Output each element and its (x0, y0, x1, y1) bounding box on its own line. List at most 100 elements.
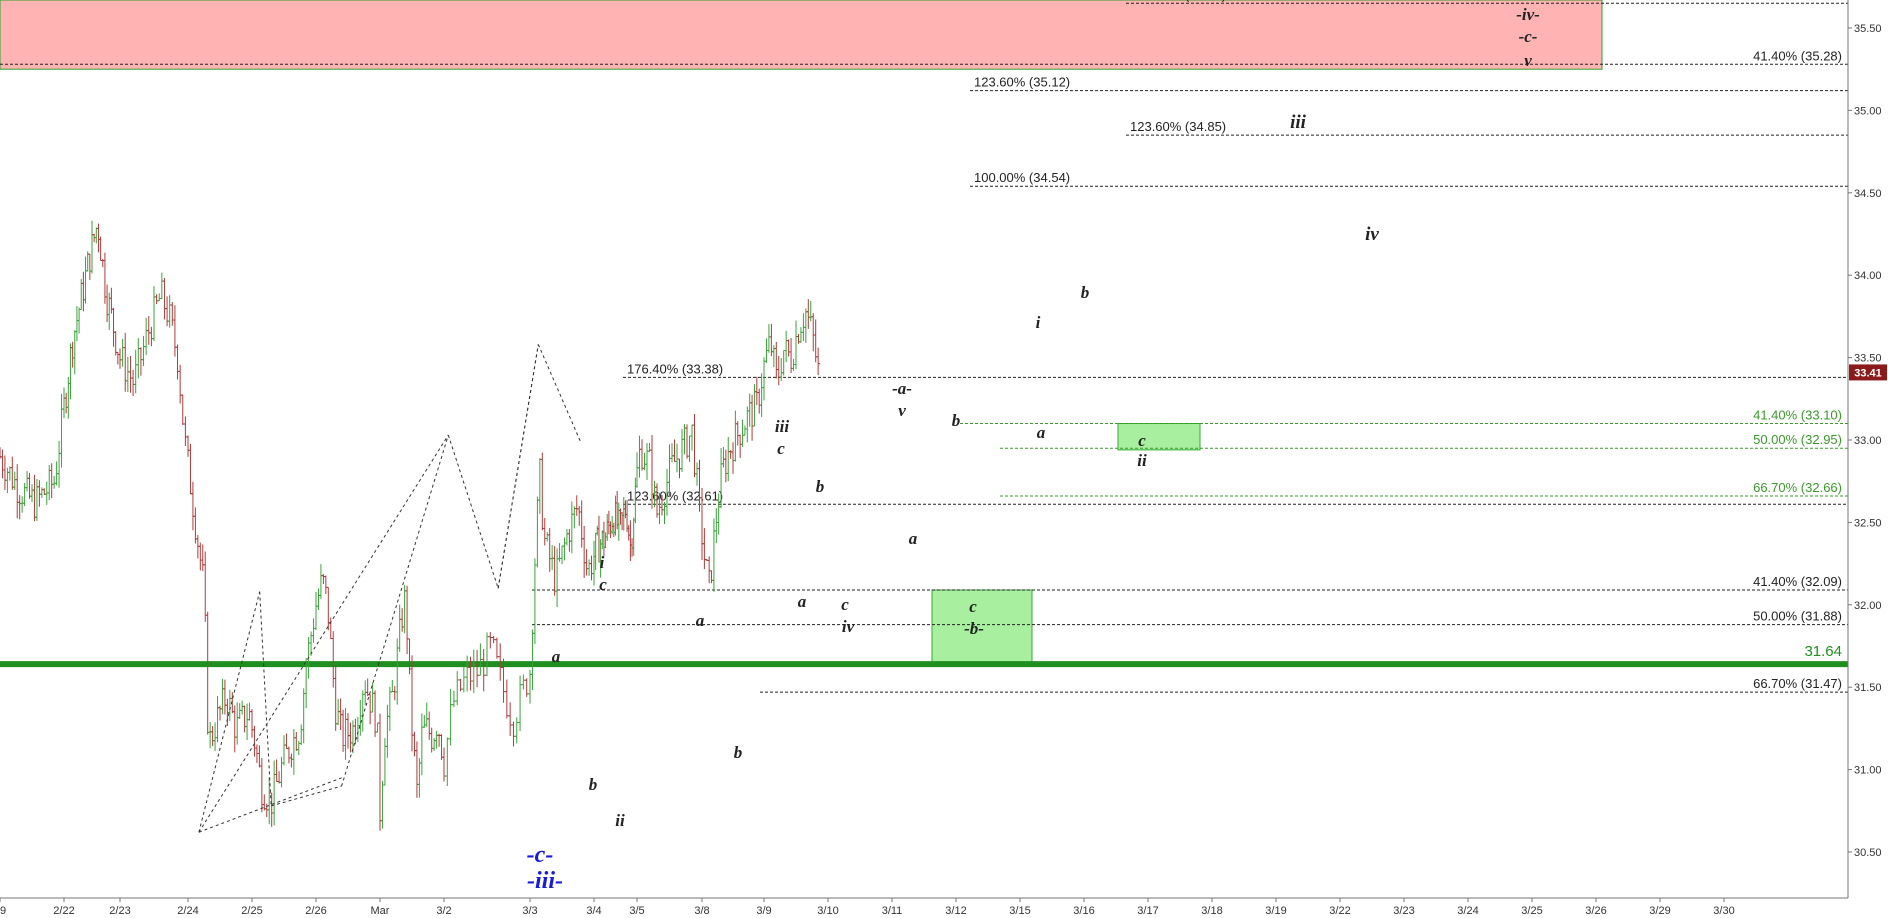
x-tick-label: 3/12 (945, 905, 966, 917)
swing-line (198, 777, 342, 833)
fib-levels-layer: 176.40% (35.65) 41.40% (35.28) 123.60% (35… (0, 0, 1848, 693)
wave-label: ii (615, 811, 625, 830)
x-tick-label: 3/26 (1585, 905, 1606, 917)
wave-label: c (599, 575, 607, 594)
wave-label: a (909, 529, 918, 548)
fib-level-label: 100.00% (34.54) (974, 170, 1070, 185)
y-tick-label: 32.00 (1854, 600, 1882, 612)
fib-level-label: 66.70% (31.47) (1753, 676, 1842, 691)
wave-label: c (969, 597, 977, 616)
y-tick-label: 33.00 (1854, 435, 1882, 447)
zones-layer (0, 0, 1603, 665)
fib-level-label: 176.40% (35.65) (1130, 0, 1226, 2)
wave-label: iv (842, 617, 855, 636)
y-tick-label: 34.50 (1854, 188, 1882, 200)
wave-label: iv (1365, 224, 1379, 245)
x-tick-label: 3/15 (1009, 905, 1030, 917)
x-tick-label: 3/19 (1265, 905, 1286, 917)
swing-line (341, 434, 449, 787)
x-tick-label: Mar (371, 905, 390, 917)
x-tick-label: 2/23 (109, 905, 130, 917)
wave-label: b (589, 775, 598, 794)
wave-label: c (777, 439, 785, 458)
wave-label: c (1138, 431, 1146, 450)
x-tick-label: 3/22 (1329, 905, 1350, 917)
wave-label: -b- (964, 619, 984, 638)
x-tick-label: 2/25 (241, 905, 262, 917)
x-tick-label: 3/24 (1457, 905, 1478, 917)
x-tick-label: 3/30 (1713, 905, 1734, 917)
y-tick-label: 32.50 (1854, 517, 1882, 529)
wave-label: i (1036, 313, 1041, 332)
x-tick-label: 3/18 (1201, 905, 1222, 917)
fib-level-label: 50.00% (31.88) (1753, 609, 1842, 624)
x-tick-label: 3/23 (1393, 905, 1414, 917)
wave-label: iii (1290, 112, 1307, 133)
ohlc-bars-layer (0, 220, 821, 831)
fib-level-label: 66.70% (32.66) (1753, 480, 1842, 495)
wave-label: -c- (527, 842, 554, 868)
swing-line (447, 434, 499, 589)
fib-level-label: 176.40% (33.38) (627, 361, 723, 376)
wave-label: b (952, 411, 961, 430)
fib-level-label: 50.00% (32.95) (1753, 432, 1842, 447)
wave-label: a (1037, 423, 1046, 442)
wave-label: -iii- (527, 868, 563, 894)
x-tick-label: 3/4 (586, 905, 601, 917)
swing-line (271, 785, 342, 807)
wave-label: i (600, 553, 605, 572)
x-tick-label: 9 (0, 905, 6, 917)
x-tick-label: 2/24 (177, 905, 198, 917)
x-tick-label: 3/5 (629, 905, 644, 917)
wave-label: -c- (1519, 27, 1538, 46)
fib-level-label: 123.60% (32.61) (627, 488, 723, 503)
wave-label: ii (1137, 451, 1147, 470)
x-tick-label: 2/22 (53, 905, 74, 917)
wave-label: b (816, 477, 825, 496)
y-tick-label: 34.00 (1854, 270, 1882, 282)
y-tick-label: 33.50 (1854, 353, 1882, 365)
fib-level-label: 123.60% (35.12) (974, 75, 1070, 90)
y-tick-label: 35.50 (1854, 23, 1882, 35)
wave-label: v (898, 401, 906, 420)
swing-line (198, 591, 261, 833)
fib-level-label: 41.40% (35.28) (1753, 48, 1842, 63)
wave-label: v (1524, 51, 1532, 70)
support-line-label: 31.64 (1804, 643, 1842, 660)
zone-target-zone-c-b (931, 589, 1033, 665)
fib-level-label: 41.40% (33.10) (1753, 408, 1842, 423)
wave-label: a (552, 647, 561, 666)
wave-label: a (696, 611, 705, 630)
x-tick-label: 3/11 (882, 905, 903, 917)
last-price-tag (1849, 364, 1887, 381)
swing-line (537, 344, 582, 444)
y-tick-label: 30.50 (1854, 847, 1882, 859)
fib-level-label: 41.40% (32.09) (1753, 574, 1842, 589)
y-tick-label: 31.50 (1854, 682, 1882, 694)
x-tick-label: 3/25 (1521, 905, 1542, 917)
y-tick-label: 35.00 (1854, 105, 1882, 117)
last-price-label: 33.41 (1854, 367, 1882, 379)
wave-label: b (1081, 283, 1090, 302)
wave-label: a (798, 592, 807, 611)
y-tick-label: 31.00 (1854, 765, 1882, 777)
x-tick-label: 3/8 (694, 905, 709, 917)
zone-resistance-zone (0, 0, 1603, 70)
x-tick-label: 3/17 (1137, 905, 1158, 917)
wave-label: -iv- (1516, 5, 1540, 24)
wave-label: iii (775, 417, 789, 436)
x-tick-label: 3/29 (1649, 905, 1670, 917)
swing-lines-layer (198, 344, 582, 833)
fib-level-label: 123.60% (34.85) (1130, 119, 1226, 134)
wave-label: b (734, 743, 743, 762)
x-tick-label: 3/10 (817, 905, 838, 917)
x-tick-label: 3/3 (522, 905, 537, 917)
swing-line (198, 434, 449, 833)
x-tick-label: 3/9 (756, 905, 771, 917)
x-tick-label: 2/26 (305, 905, 326, 917)
x-tick-label: 3/2 (436, 905, 451, 917)
zone-target-zone-c-ii (1117, 423, 1201, 451)
